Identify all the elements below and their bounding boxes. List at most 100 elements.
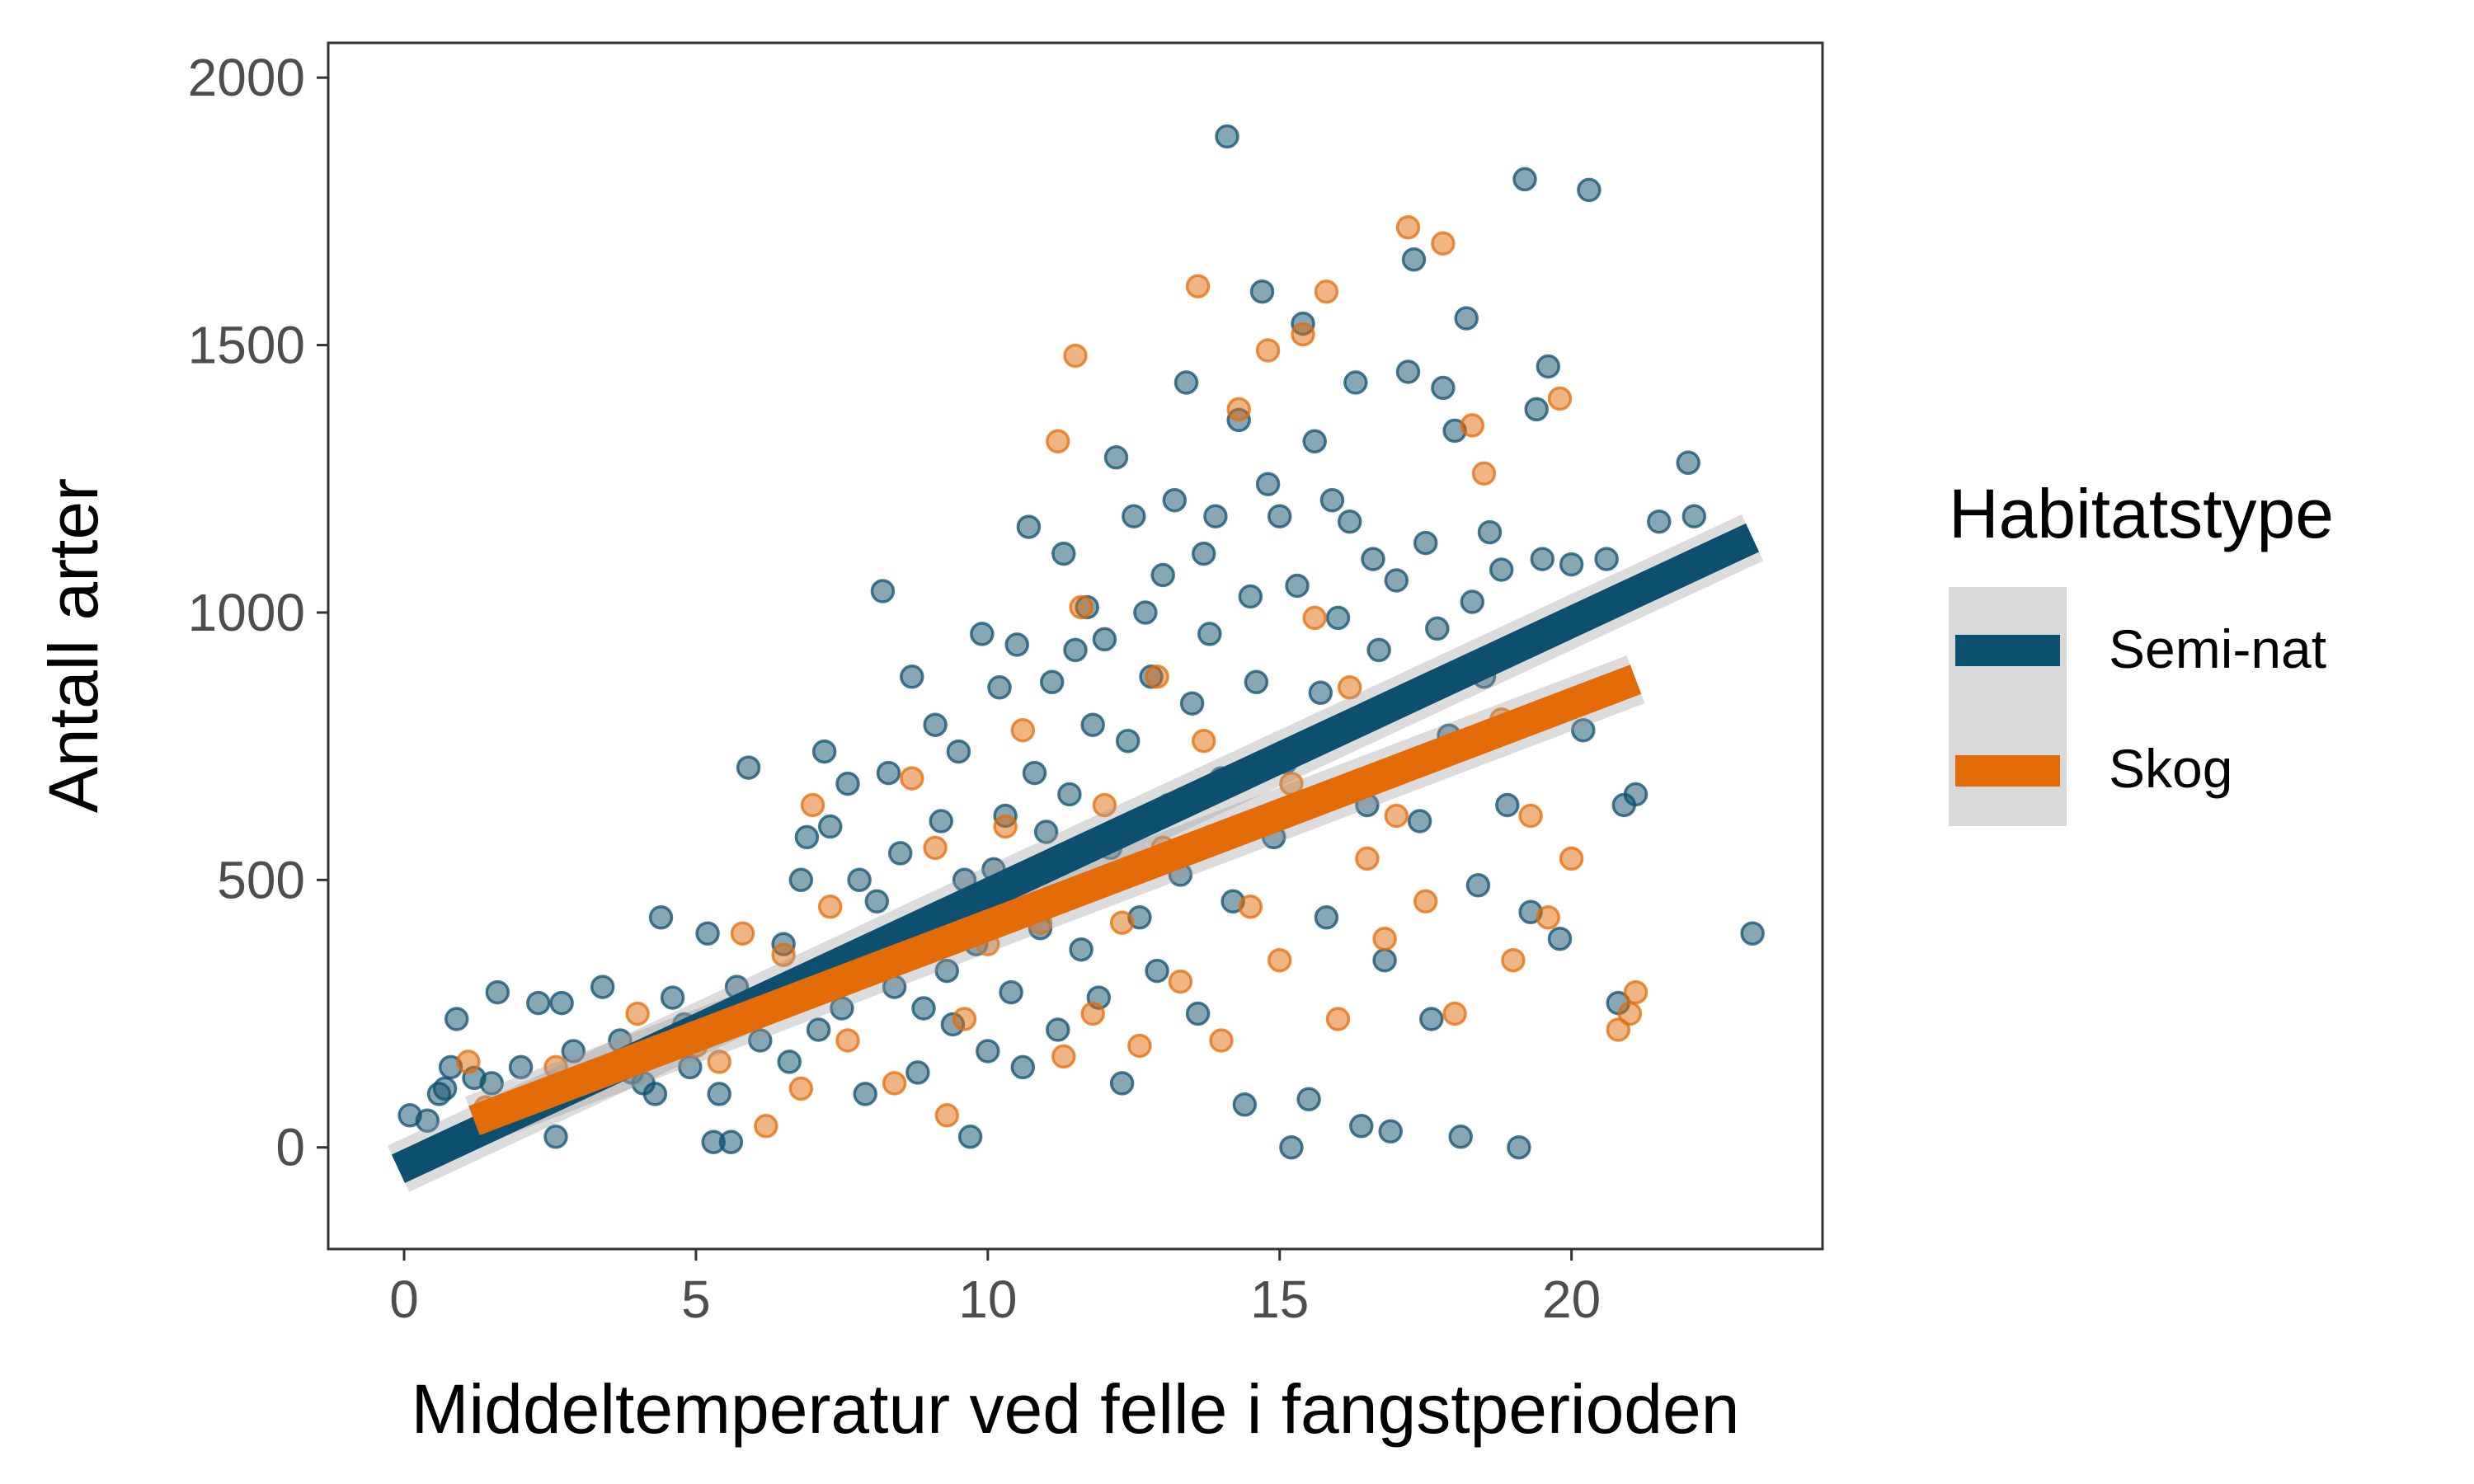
point-semi-nat-170 — [1740, 921, 1765, 946]
point-semi-nat-93 — [1150, 562, 1175, 588]
point-skog-41 — [1267, 947, 1292, 973]
point-skog-43 — [1291, 322, 1315, 347]
point-skog-22 — [1010, 717, 1036, 743]
point-semi-nat-99 — [1185, 1001, 1211, 1026]
point-semi-nat-157 — [1530, 547, 1555, 571]
legend-key-background — [1949, 587, 2067, 826]
y-tick-label-500: 500 — [217, 850, 305, 909]
point-semi-nat-153 — [1507, 1134, 1531, 1160]
point-semi-nat-154 — [1512, 167, 1537, 192]
point-semi-nat-137 — [1407, 809, 1432, 834]
point-skog-56 — [1471, 461, 1497, 486]
x-tick-label-10: 10 — [958, 1270, 1017, 1329]
point-semi-nat-133 — [1384, 568, 1409, 593]
point-semi-nat-168 — [1676, 450, 1700, 476]
point-semi-nat-97 — [1174, 370, 1199, 395]
x-tick-label-0: 0 — [389, 1270, 419, 1329]
point-semi-nat-46 — [876, 760, 901, 786]
point-skog-39 — [1238, 895, 1263, 919]
point-semi-nat-37 — [806, 1017, 831, 1042]
point-semi-nat-162 — [1577, 177, 1602, 203]
point-semi-nat-81 — [1080, 712, 1105, 737]
point-semi-nat-98 — [1179, 691, 1205, 716]
point-semi-nat-163 — [1594, 547, 1619, 571]
point-semi-nat-166 — [1623, 782, 1649, 807]
point-semi-nat-60 — [957, 1125, 983, 1149]
point-skog-8 — [754, 1114, 778, 1139]
point-skog-55 — [1460, 413, 1485, 438]
point-skog-59 — [1518, 803, 1543, 829]
point-skog-58 — [1501, 947, 1526, 973]
point-skog-7 — [730, 921, 755, 946]
point-skog-45 — [1314, 279, 1339, 304]
point-semi-nat-19 — [642, 1082, 668, 1106]
point-skog-12 — [817, 895, 843, 919]
point-skog-28 — [1080, 1001, 1105, 1026]
point-skog-29 — [1092, 792, 1117, 818]
point-skog-62 — [1559, 846, 1584, 871]
point-skog-19 — [952, 1007, 977, 1031]
point-semi-nat-140 — [1425, 616, 1450, 641]
point-semi-nat-43 — [853, 1082, 877, 1106]
point-semi-nat-138 — [1413, 530, 1438, 556]
point-semi-nat-151 — [1495, 792, 1520, 818]
point-semi-nat-34 — [777, 1050, 802, 1074]
point-semi-nat-4 — [444, 1007, 469, 1031]
point-semi-nat-73 — [1033, 819, 1059, 844]
trend-line-skog — [468, 665, 1642, 1136]
point-semi-nat-58 — [946, 739, 971, 764]
y-tick-label-1500: 1500 — [188, 316, 305, 375]
point-semi-nat-122 — [1319, 487, 1345, 513]
point-semi-nat-108 — [1238, 584, 1263, 609]
point-semi-nat-115 — [1279, 1134, 1304, 1160]
point-semi-nat-123 — [1325, 605, 1351, 631]
point-skog-0 — [456, 1050, 481, 1074]
points-layer — [397, 124, 1765, 1160]
point-skog-32 — [1145, 665, 1169, 689]
point-semi-nat-71 — [1022, 760, 1047, 786]
point-semi-nat-7 — [479, 1071, 504, 1096]
point-semi-nat-131 — [1372, 947, 1397, 973]
point-semi-nat-110 — [1249, 279, 1275, 304]
point-semi-nat-67 — [999, 979, 1023, 1005]
point-semi-nat-145 — [1454, 306, 1479, 331]
point-semi-nat-85 — [1103, 445, 1129, 470]
point-skog-9 — [771, 942, 796, 967]
point-semi-nat-15 — [590, 974, 615, 999]
point-semi-nat-55 — [929, 809, 953, 834]
x-tick-label-20: 20 — [1542, 1270, 1601, 1329]
point-semi-nat-159 — [1547, 926, 1573, 951]
point-skog-34 — [1168, 969, 1193, 994]
point-semi-nat-1 — [415, 1108, 440, 1134]
point-skog-46 — [1325, 1007, 1351, 1031]
point-semi-nat-111 — [1255, 472, 1281, 496]
y-axis-title: Antall arter — [35, 478, 112, 813]
point-semi-nat-68 — [1004, 632, 1029, 657]
legend-key-point-skog — [1995, 758, 2020, 783]
point-semi-nat-149 — [1477, 519, 1503, 545]
point-semi-nat-167 — [1647, 509, 1672, 534]
point-semi-nat-21 — [660, 985, 685, 1010]
point-semi-nat-86 — [1109, 1071, 1135, 1096]
point-semi-nat-5 — [432, 1076, 458, 1101]
point-semi-nat-45 — [870, 579, 896, 603]
legend-title: Habitatstype — [1949, 475, 2334, 552]
point-semi-nat-104 — [1215, 124, 1239, 149]
point-semi-nat-35 — [788, 867, 814, 893]
point-semi-nat-121 — [1314, 905, 1339, 930]
point-semi-nat-42 — [847, 867, 872, 893]
point-skog-30 — [1109, 910, 1135, 935]
point-semi-nat-109 — [1244, 669, 1269, 695]
point-semi-nat-139 — [1419, 1007, 1444, 1031]
point-semi-nat-63 — [976, 1039, 1000, 1064]
point-skog-47 — [1337, 675, 1362, 700]
point-semi-nat-102 — [1203, 504, 1228, 528]
point-semi-nat-54 — [923, 712, 948, 737]
legend: Habitatstype Semi-nat Skog — [1949, 475, 2334, 826]
point-skog-50 — [1384, 803, 1409, 829]
point-semi-nat-65 — [987, 675, 1012, 700]
point-semi-nat-156 — [1524, 397, 1549, 422]
point-semi-nat-90 — [1133, 600, 1158, 625]
point-semi-nat-26 — [707, 1082, 731, 1106]
point-semi-nat-146 — [1460, 589, 1485, 614]
